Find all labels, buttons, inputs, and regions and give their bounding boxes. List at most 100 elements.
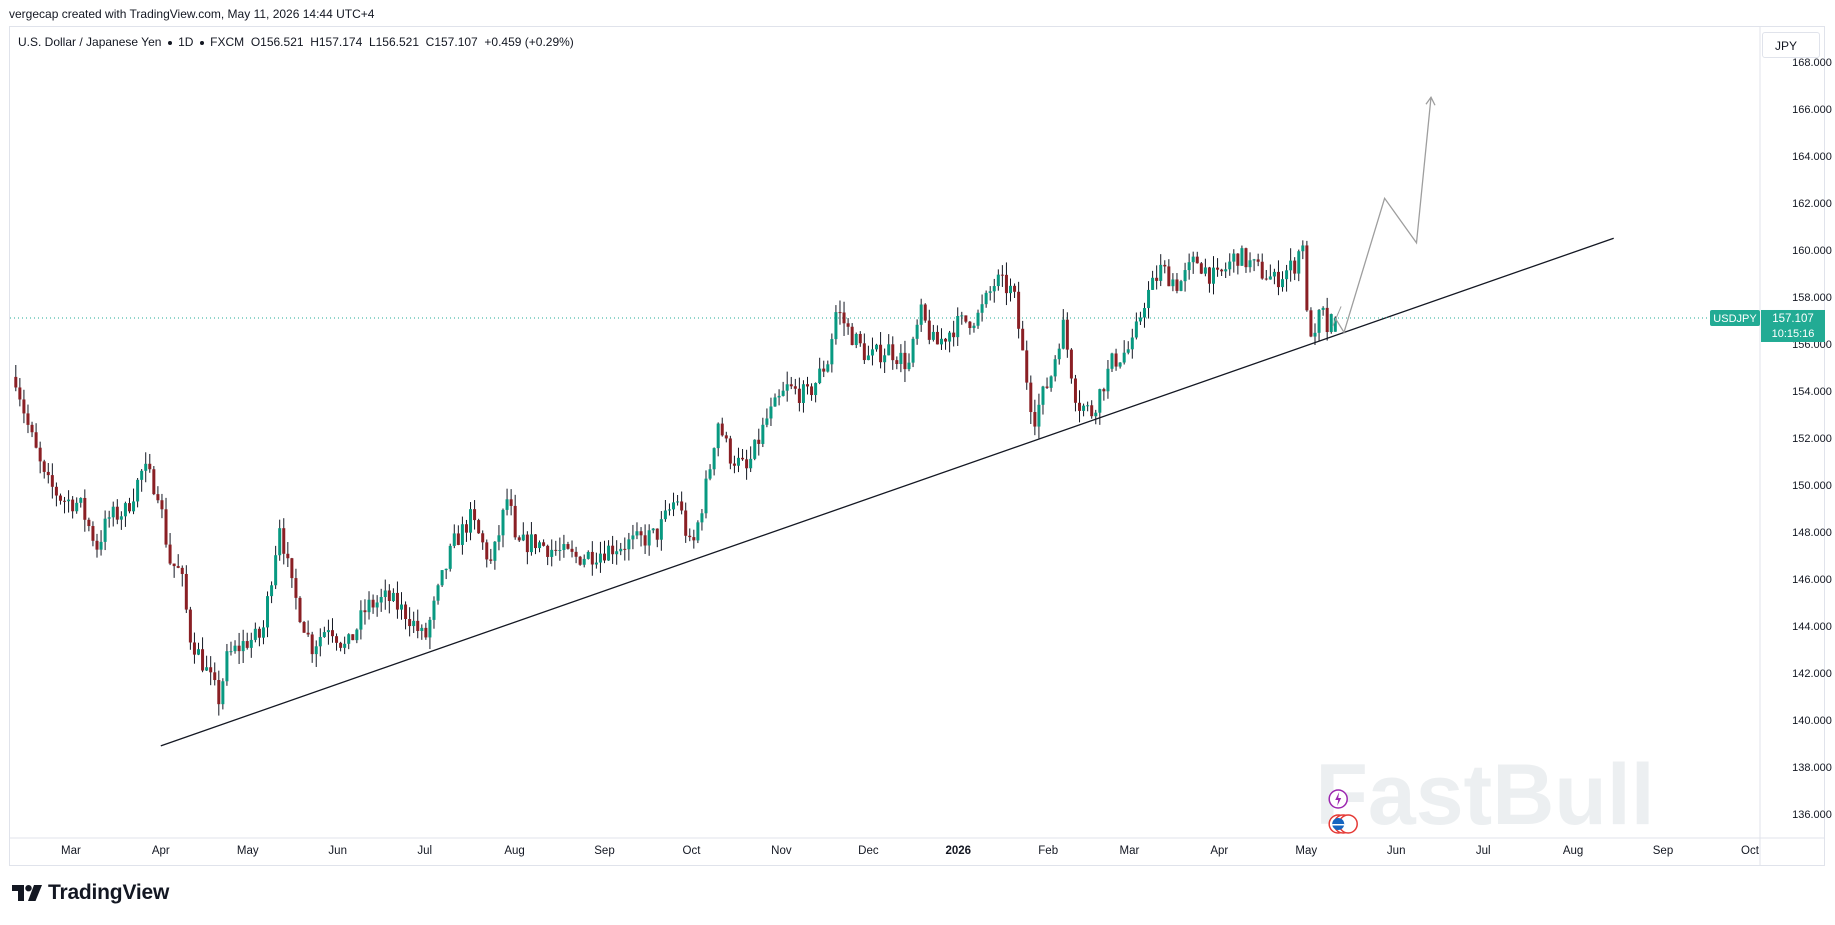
candle-down [416,620,420,631]
candle-up [631,535,635,540]
y-tick-label: 148.000 [1792,527,1832,539]
candle-up [274,555,278,586]
candle-down [952,332,956,338]
candle-up [322,632,326,638]
candle-up [1122,352,1126,363]
candle-down [757,439,761,444]
candle-up [278,528,282,556]
candle-down [680,501,684,511]
candle-down [34,432,38,448]
candle-down [95,540,99,550]
candle-up [1037,404,1041,427]
candle-down [363,610,367,613]
candle-up [972,325,976,329]
candle-down [858,333,862,344]
candle-down [30,424,34,433]
legend-exchange: FXCM [210,35,245,49]
x-tick-label: Apr [1210,845,1228,857]
candle-down [1276,271,1280,288]
candle-down [590,551,594,565]
candle-down [509,499,513,506]
candle-down [513,505,517,538]
candle-down [822,368,826,372]
candle-up [875,344,879,350]
y-tick-label: 166.000 [1792,104,1832,116]
candle-up [1240,248,1244,266]
candle-down [923,304,927,321]
candle-down [87,519,91,527]
candle-up [529,534,533,553]
candle-down [554,549,558,551]
candle-up [261,627,265,638]
candle-up [1224,269,1228,272]
candle-up [1057,348,1061,360]
candle-down [485,542,489,560]
candle-down [387,590,391,601]
symbol-tag-bg [1710,309,1760,326]
candle-up [400,604,403,610]
candle-up [1252,259,1256,261]
candle-up [992,286,996,292]
candle-down [184,573,188,610]
candle-down [684,510,688,536]
candle-up [1212,267,1215,284]
candle-down [570,548,574,552]
candle-up [538,542,542,549]
candle-up [712,448,716,470]
candle-down [298,597,302,623]
candle-up [99,541,103,550]
candle-down [477,520,481,534]
x-tick-label: Jun [328,845,347,857]
candle-up [241,641,245,652]
x-tick-label: Feb [1038,845,1058,857]
candle-down [964,315,968,322]
candle-down [217,680,221,705]
candle-down [891,344,895,361]
x-tick-label: Apr [152,845,170,857]
candle-down [257,628,261,638]
candle-up [607,545,611,561]
candle-down [1102,389,1106,392]
candle-down [1216,267,1220,270]
fastbull-watermark: FastBull [1315,747,1654,843]
candle-down [724,435,728,439]
candle-down [542,542,546,546]
currency-unit-button[interactable]: JPY [1762,32,1820,58]
candle-down [1260,261,1264,279]
candle-down [50,475,54,487]
candle-down [1244,248,1248,268]
candle-down [237,645,241,652]
us-flag-stripe-icon [1332,824,1345,826]
candle-down [18,387,22,400]
y-tick-label: 144.000 [1792,621,1832,633]
y-tick-label: 138.000 [1792,762,1832,774]
candle-down [83,497,87,520]
candle-down [176,566,180,568]
candle-up [1285,270,1289,280]
legend-open: O156.521 [250,35,304,49]
price-tag-value: 157.107 [1772,313,1814,325]
candle-down [489,559,493,561]
candle-down [797,388,801,403]
projection-arrowhead [1425,95,1436,106]
candle-up [1151,277,1155,290]
candle-up [1313,332,1317,337]
candle-down [22,399,26,414]
candle-up [753,439,757,459]
candle-up [586,551,590,559]
y-tick-label: 142.000 [1792,668,1832,680]
candle-up [911,338,915,363]
candle-up [1159,264,1163,281]
legend-symbol[interactable]: U.S. Dollar / Japanese Yen [18,35,162,49]
candle-up [1171,279,1175,287]
tradingview-logo: TradingView [12,881,169,905]
candle-up [866,355,870,361]
x-tick-label: Dec [858,845,879,857]
candle-up [205,667,209,671]
candle-up [651,528,655,531]
candle-up [676,501,680,503]
legend-separator [167,40,172,45]
candle-up [221,681,225,705]
candle-up [1106,368,1110,392]
